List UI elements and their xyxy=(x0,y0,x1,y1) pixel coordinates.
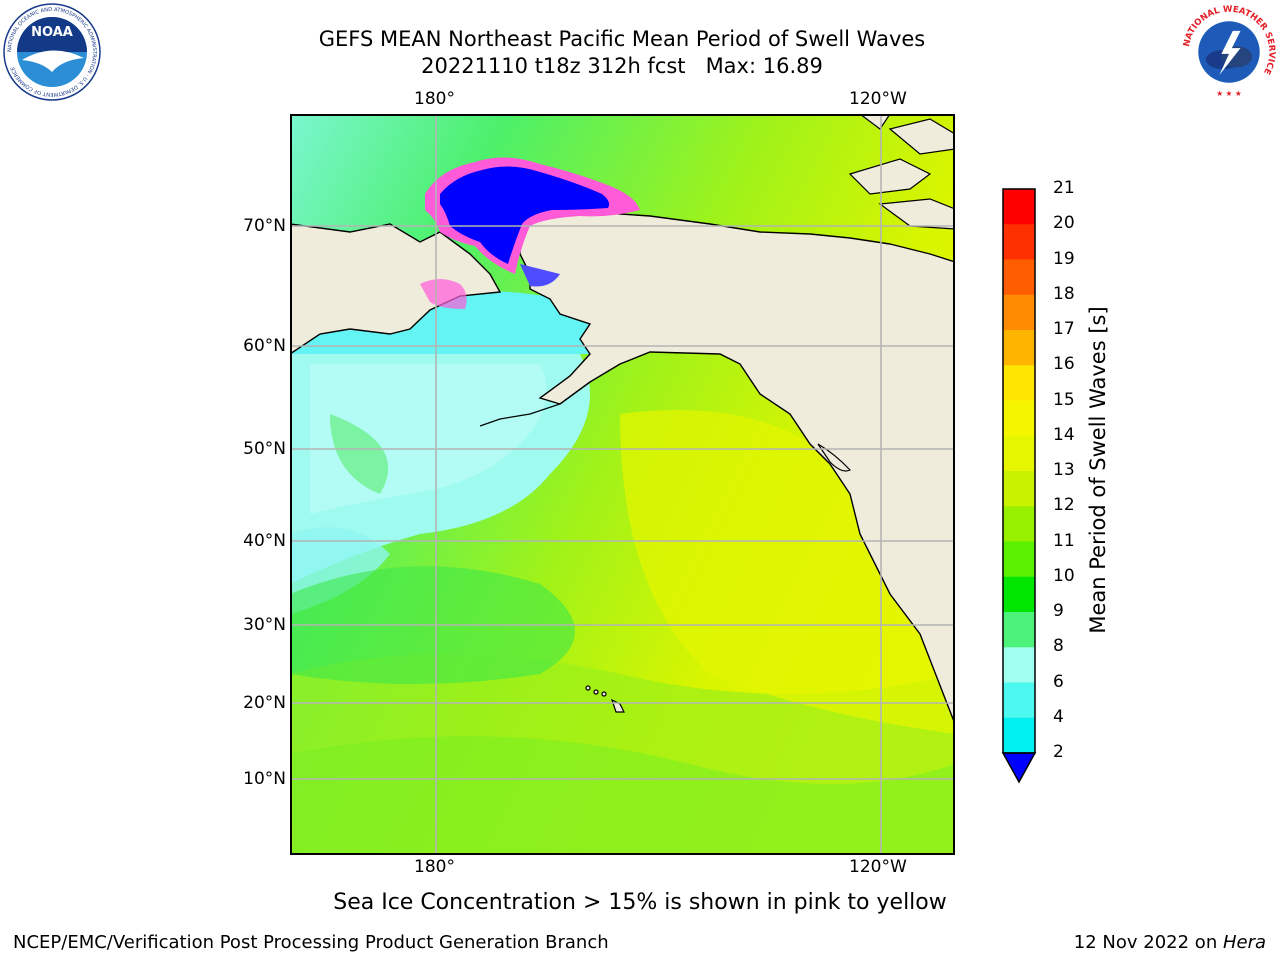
map-frame xyxy=(290,114,955,855)
colorbar-tick-label: 15 xyxy=(1053,389,1075,410)
colorbar-tick-label: 10 xyxy=(1053,565,1075,586)
footer-machine: Hera xyxy=(1222,932,1266,953)
colorbar-tick-label: 16 xyxy=(1053,354,1075,375)
svg-text:★ ★ ★: ★ ★ ★ xyxy=(1216,89,1242,98)
nws-logo: NATIONAL WEATHER SERVICE ★ ★ ★ xyxy=(1182,5,1276,99)
colorbar-segment xyxy=(1003,294,1035,331)
footer-branch: NCEP/EMC/Verification Post Processing Pr… xyxy=(13,932,609,953)
lat-label-60n: 60°N xyxy=(243,336,286,356)
swell-period-map xyxy=(290,114,955,855)
lat-label-30n: 30°N xyxy=(243,615,286,635)
colorbar-segment xyxy=(1003,365,1035,401)
colorbar-segment xyxy=(1003,647,1035,683)
lat-label-70n: 70°N xyxy=(243,216,286,236)
siberia-landmass xyxy=(290,223,502,355)
colorbar-segment xyxy=(1003,717,1035,754)
colorbar-tick-label: 8 xyxy=(1053,636,1064,657)
colorbar-segment xyxy=(1003,224,1035,260)
colorbar-tick-label: 11 xyxy=(1053,530,1075,551)
bering-sea-water xyxy=(290,290,610,354)
colorbar-segment xyxy=(1003,612,1035,648)
chart-title-line2: 20221110 t18z 312h fcst Max: 16.89 xyxy=(421,54,823,78)
lon-label-bottom-180: 180° xyxy=(414,857,455,877)
colorbar-tick-label: 18 xyxy=(1053,283,1075,304)
lon-label-bottom-120w: 120°W xyxy=(849,857,907,877)
colorbar-segment xyxy=(1003,330,1035,366)
colorbar-segments xyxy=(1003,189,1035,754)
colorbar-tick-label: 17 xyxy=(1053,319,1075,339)
colorbar-tick-label: 20 xyxy=(1053,213,1075,234)
colorbar-tick-label: 13 xyxy=(1053,460,1075,480)
colorbar-tick-label: 19 xyxy=(1053,248,1075,269)
colorbar-extend-triangle xyxy=(1001,752,1037,784)
colorbar-segment xyxy=(1003,506,1035,542)
sea-ice-note: Sea Ice Concentration > 15% is shown in … xyxy=(333,890,947,915)
noaa-logo: NATIONAL OCEANIC AND ATMOSPHERIC ADMINIS… xyxy=(3,3,101,101)
colorbar-tick-label: 21 xyxy=(1053,178,1075,198)
graticule xyxy=(290,114,955,855)
chart-title-line1: GEFS MEAN Northeast Pacific Mean Period … xyxy=(318,27,926,51)
lat-label-10n: 10°N xyxy=(243,769,286,789)
colorbar-tick-label: 6 xyxy=(1053,671,1064,692)
colorbar-label: Mean Period of Swell Waves [s] xyxy=(1086,306,1110,634)
sea-ice-field xyxy=(440,166,610,264)
lon-label-top-180: 180° xyxy=(414,89,455,109)
colorbar-frame xyxy=(1002,188,1036,754)
colorbar-tick-label: 2 xyxy=(1053,742,1064,762)
colorbar-segment xyxy=(1003,471,1035,507)
colorbar-tick-label: 4 xyxy=(1053,706,1064,727)
warm-swell-region xyxy=(620,410,955,734)
colorbar-segment xyxy=(1003,435,1035,472)
footer-date-text: 12 Nov 2022 on xyxy=(1073,932,1223,953)
colorbar-segment xyxy=(1003,189,1035,225)
lat-label-50n: 50°N xyxy=(243,439,286,459)
lat-label-40n: 40°N xyxy=(243,531,286,551)
colorbar-tick-label: 14 xyxy=(1053,424,1075,445)
colorbar-tick-label: 9 xyxy=(1053,601,1064,621)
footer-date: 12 Nov 2022 on Hera xyxy=(1074,932,1266,953)
noaa-logo-text: NOAA xyxy=(31,25,73,40)
colorbar-segment xyxy=(1003,682,1035,719)
colorbar-segment xyxy=(1003,259,1035,296)
colorbar-tick-label: 12 xyxy=(1053,495,1075,516)
lat-label-20n: 20°N xyxy=(243,693,286,713)
colorbar xyxy=(1001,188,1037,784)
colorbar-segment xyxy=(1003,400,1035,437)
colorbar-segment xyxy=(1003,576,1035,613)
north-america-landmass xyxy=(519,211,955,725)
lon-label-top-120w: 120°W xyxy=(849,89,907,109)
colorbar-segment xyxy=(1003,541,1035,578)
